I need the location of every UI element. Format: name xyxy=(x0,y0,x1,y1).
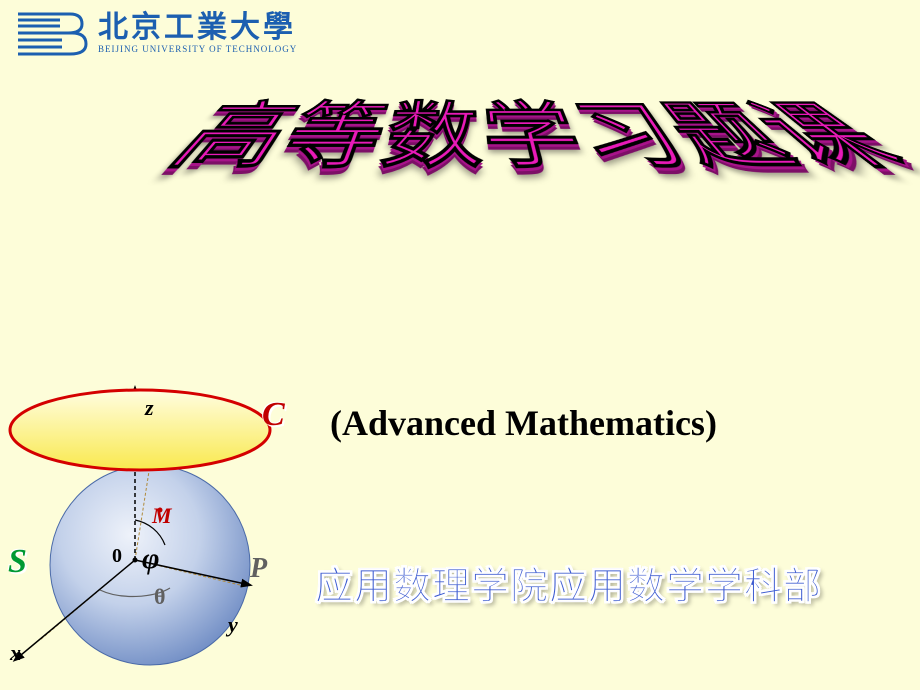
axis-label-z: z xyxy=(145,395,154,421)
axis-label-x: x xyxy=(10,640,21,666)
curve-label-c: C xyxy=(262,396,285,434)
origin-label: 0 xyxy=(112,545,122,568)
angle-label-theta: θ xyxy=(154,584,165,610)
department-name: 应用数理学院应用数学学科部 xyxy=(315,555,822,610)
logo-en-name: BEIJING UNIVERSITY OF TECHNOLOGY xyxy=(98,45,297,54)
point-label-m: M xyxy=(152,503,172,529)
title-wordart: 高等数学习题课 xyxy=(150,62,770,382)
axis-label-y: y xyxy=(228,612,238,638)
logo-mark xyxy=(10,6,90,60)
logo-cn-name: 北京工業大學 xyxy=(98,13,297,43)
point-label-p: P xyxy=(250,553,267,585)
surface-label-s: S xyxy=(8,543,27,581)
title-text: 高等数学习题课 xyxy=(150,99,770,177)
logo-text: 北京工業大學 BEIJING UNIVERSITY OF TECHNOLOGY xyxy=(98,13,297,54)
angle-label-phi: φ xyxy=(142,542,160,576)
subtitle: (Advanced Mathematics) xyxy=(330,402,717,444)
university-logo: 北京工業大學 BEIJING UNIVERSITY OF TECHNOLOGY xyxy=(10,6,297,60)
